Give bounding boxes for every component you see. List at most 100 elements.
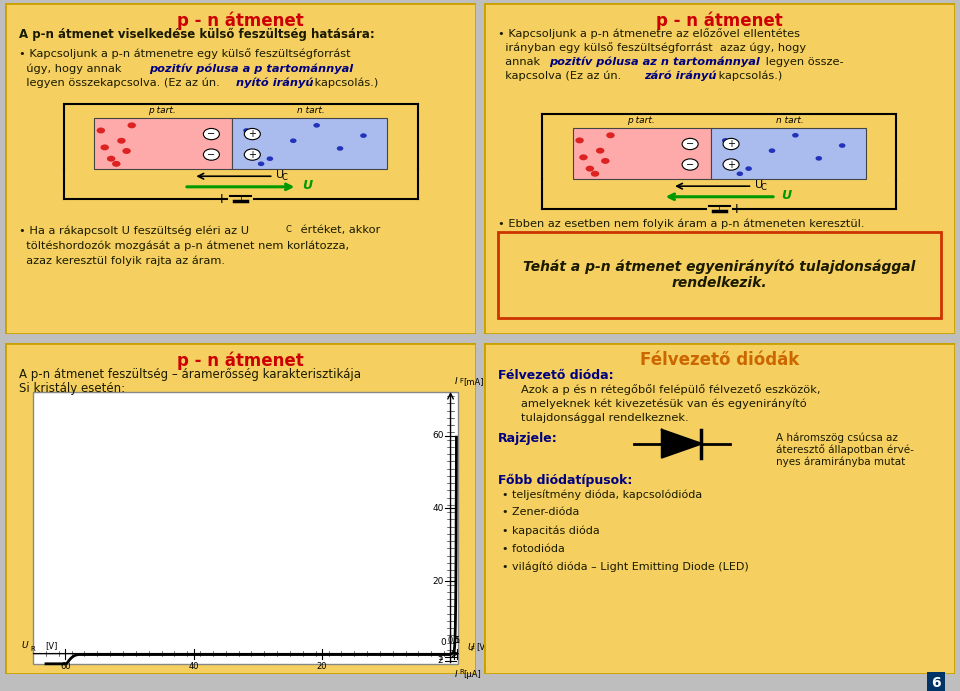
Text: C: C [760, 183, 766, 192]
Circle shape [290, 138, 297, 143]
Circle shape [337, 146, 344, 151]
Text: C: C [281, 173, 288, 182]
Circle shape [107, 155, 115, 162]
Text: kapcsolva (Ez az ún.: kapcsolva (Ez az ún. [497, 71, 625, 82]
Circle shape [723, 159, 739, 170]
Text: U: U [467, 643, 473, 652]
Text: Rajzjele:: Rajzjele: [497, 432, 558, 445]
Text: −: − [686, 139, 694, 149]
Circle shape [128, 122, 136, 129]
Text: nyító irányú: nyító irányú [236, 78, 313, 88]
Text: U: U [22, 641, 29, 650]
Text: A p-n átmenet feszültség – áramerősség karakterisztikája: A p-n átmenet feszültség – áramerősség k… [19, 368, 361, 381]
Text: F: F [470, 645, 475, 652]
Text: 1: 1 [438, 653, 444, 662]
Circle shape [590, 171, 599, 177]
Text: n tart.: n tart. [776, 116, 804, 125]
Bar [710, 128, 866, 179]
Circle shape [723, 138, 739, 150]
Text: A p-n átmenet viselkedése külső feszültség hatására:: A p-n átmenet viselkedése külső feszülts… [19, 28, 374, 41]
Circle shape [683, 138, 698, 150]
Text: p tart.: p tart. [148, 106, 176, 115]
Circle shape [360, 133, 367, 138]
Circle shape [313, 123, 320, 128]
Circle shape [683, 159, 698, 170]
Text: −: − [207, 149, 215, 160]
Text: U: U [780, 189, 791, 202]
Text: tulajdonsággal rendelkeznek.: tulajdonsággal rendelkeznek. [521, 413, 689, 423]
Text: 0: 0 [441, 638, 446, 647]
Circle shape [792, 133, 799, 138]
Text: [μA]: [μA] [464, 670, 482, 679]
Text: U: U [302, 180, 312, 192]
Circle shape [736, 171, 743, 176]
Circle shape [596, 148, 605, 153]
Text: Si kristály esetén:: Si kristály esetén: [19, 382, 125, 395]
Text: Főbb diódatípusok:: Főbb diódatípusok: [497, 473, 632, 486]
Text: p tart.: p tart. [627, 116, 655, 125]
Text: • teljesítmény dióda, kapcsolódióda: • teljesítmény dióda, kapcsolódióda [502, 489, 703, 500]
Text: Félvezető diódák: Félvezető diódák [639, 351, 799, 369]
Text: p - n átmenet: p - n átmenet [178, 12, 304, 30]
Text: irányban egy külső feszültségforrást  azaz úgy, hogy: irányban egy külső feszültségforrást aza… [497, 43, 805, 53]
Circle shape [243, 128, 250, 133]
Circle shape [244, 149, 260, 160]
Circle shape [722, 138, 729, 143]
Text: nyes áramirányba mutat: nyes áramirányba mutat [776, 457, 905, 467]
Text: • kapacitás dióda: • kapacitás dióda [502, 525, 600, 536]
Text: amelyeknek két kivezetésük van és egyenirányító: amelyeknek két kivezetésük van és egyeni… [521, 398, 807, 409]
Circle shape [101, 144, 108, 151]
Text: kapcsolás.): kapcsolás.) [714, 71, 781, 82]
Text: −: − [694, 202, 706, 216]
Text: pozitív pólusa az n tartománnyal: pozitív pólusa az n tartománnyal [549, 57, 760, 67]
Text: 40: 40 [188, 662, 199, 671]
Text: pozitív pólusa a p tartománnyal: pozitív pólusa a p tartománnyal [149, 63, 352, 73]
Circle shape [769, 149, 776, 153]
Text: értéket, akkor: értéket, akkor [298, 225, 380, 235]
Text: U: U [276, 170, 284, 180]
Text: Azok a p és n rétegőből felépülő félvezető eszközök,: Azok a p és n rétegőből felépülő félveze… [521, 384, 821, 395]
Text: • Ebben az esetben nem folyik áram a p-n átmeneten keresztül.: • Ebben az esetben nem folyik áram a p-n… [497, 218, 864, 229]
Text: I: I [455, 670, 458, 679]
Text: • Zener-dióda: • Zener-dióda [502, 507, 580, 518]
Text: 40: 40 [432, 504, 444, 513]
Circle shape [815, 156, 822, 161]
Bar [232, 117, 387, 169]
Circle shape [601, 158, 610, 164]
Text: Tehát a p-n átmenet egyenirányító tulajdonsággal
rendelkezik.: Tehát a p-n átmenet egyenirányító tulajd… [523, 260, 916, 290]
Text: n tart.: n tart. [297, 106, 324, 115]
Circle shape [839, 143, 846, 148]
Text: 20: 20 [317, 662, 327, 671]
Text: azaz keresztül folyik rajta az áram.: azaz keresztül folyik rajta az áram. [19, 255, 225, 265]
Circle shape [267, 156, 274, 161]
Text: +: + [727, 139, 735, 149]
Text: áteresztő állapotban érvé-: áteresztő állapotban érvé- [776, 444, 914, 455]
Text: −: − [252, 191, 263, 206]
Text: 60: 60 [60, 662, 70, 671]
Circle shape [258, 162, 264, 166]
Text: A háromszög csúcsa az: A háromszög csúcsa az [776, 432, 898, 443]
Circle shape [117, 138, 126, 144]
Text: [V]: [V] [476, 643, 489, 652]
Text: +: + [215, 191, 227, 206]
Text: +: + [727, 160, 735, 169]
Circle shape [586, 166, 594, 171]
Circle shape [204, 129, 220, 140]
Text: p - n átmenet: p - n átmenet [656, 12, 782, 30]
Polygon shape [661, 430, 702, 457]
Text: −: − [207, 129, 215, 139]
Text: • Kapcsoljunk a p-n átmenetre egy külső feszültségforrást: • Kapcsoljunk a p-n átmenetre egy külső … [19, 48, 350, 59]
Text: legyen összekapcsolva. (Ez az ún.: legyen összekapcsolva. (Ez az ún. [19, 78, 224, 88]
Text: 1: 1 [454, 636, 460, 645]
Text: 0,5: 0,5 [447, 636, 460, 645]
Circle shape [579, 154, 588, 160]
Text: F: F [459, 378, 463, 384]
Text: 60: 60 [432, 431, 444, 440]
Text: Félvezető dióda:: Félvezető dióda: [497, 369, 613, 382]
Circle shape [112, 161, 121, 167]
Text: +: + [731, 202, 742, 216]
Circle shape [122, 148, 131, 154]
Text: [V]: [V] [45, 641, 58, 650]
Bar [573, 128, 710, 179]
Text: legyen össze-: legyen össze- [762, 57, 844, 67]
